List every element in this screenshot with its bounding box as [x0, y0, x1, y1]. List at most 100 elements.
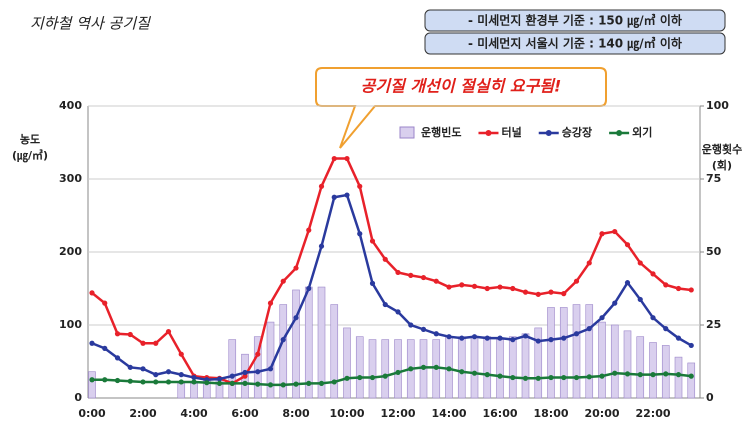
- marker: [663, 326, 669, 332]
- marker: [102, 345, 108, 351]
- marker: [612, 300, 618, 306]
- marker: [216, 380, 223, 386]
- marker: [127, 331, 133, 338]
- marker: [140, 340, 146, 346]
- bar: [521, 333, 530, 399]
- marker: [650, 271, 656, 277]
- marker: [344, 155, 350, 162]
- bar: [457, 336, 466, 399]
- marker: [637, 260, 643, 266]
- bar: [585, 304, 594, 399]
- x-tick-label: 10:00: [329, 407, 364, 420]
- y2-label: 운행횟수: [702, 142, 742, 156]
- legend-label: 운행빈도: [421, 125, 461, 139]
- marker: [650, 315, 656, 321]
- marker: [535, 338, 541, 344]
- y2-tick-label: 50: [706, 245, 722, 258]
- marker: [586, 260, 592, 266]
- bar: [559, 307, 568, 399]
- marker: [306, 380, 312, 386]
- marker: [357, 231, 363, 237]
- marker: [216, 376, 223, 382]
- legend-swatch: [616, 130, 623, 136]
- marker: [89, 377, 95, 383]
- marker: [102, 300, 108, 306]
- marker: [586, 326, 592, 332]
- marker: [548, 337, 554, 343]
- note: - 미세먼지 서울시 기준 : 140 ㎍/㎥ 이하: [468, 36, 682, 52]
- marker: [522, 289, 529, 295]
- marker: [280, 382, 286, 388]
- marker: [433, 278, 439, 284]
- marker: [459, 335, 465, 341]
- marker: [599, 373, 605, 379]
- marker: [267, 382, 274, 388]
- marker: [663, 371, 669, 377]
- marker: [331, 194, 337, 200]
- legend-swatch: [485, 130, 492, 136]
- marker: [229, 373, 235, 379]
- x-tick-label: 12:00: [380, 407, 415, 420]
- marker: [344, 375, 350, 381]
- marker: [165, 379, 172, 385]
- marker: [459, 282, 465, 288]
- marker: [433, 364, 439, 370]
- x-tick-label: 16:00: [482, 407, 517, 420]
- marker: [255, 381, 261, 387]
- y2-tick-label: 100: [706, 99, 729, 112]
- marker: [420, 274, 427, 281]
- bar: [292, 289, 300, 399]
- bar: [649, 342, 657, 399]
- marker: [178, 379, 184, 385]
- marker: [573, 374, 580, 381]
- marker: [280, 278, 286, 284]
- marker: [165, 328, 172, 335]
- marker: [675, 335, 682, 341]
- marker: [471, 334, 478, 340]
- bar: [636, 336, 645, 399]
- x-tick-label: 18:00: [533, 407, 568, 420]
- marker: [688, 373, 694, 379]
- y-tick-label: 0: [74, 391, 82, 404]
- marker: [612, 370, 618, 376]
- marker: [114, 355, 121, 361]
- marker: [586, 374, 592, 380]
- line: [91, 157, 692, 385]
- marker: [561, 374, 567, 381]
- legend-swatch: [399, 126, 415, 139]
- note-box: [424, 32, 726, 55]
- bar: [572, 304, 581, 399]
- marker: [484, 372, 490, 378]
- marker: [688, 342, 694, 349]
- marker: [165, 369, 172, 375]
- marker: [331, 379, 337, 385]
- y-tick-label: 400: [59, 99, 82, 112]
- marker: [153, 372, 159, 378]
- marker: [369, 374, 376, 381]
- bar: [279, 304, 288, 399]
- marker: [267, 366, 274, 372]
- marker: [433, 331, 439, 337]
- marker: [255, 351, 261, 357]
- marker: [318, 243, 325, 249]
- marker: [497, 284, 503, 290]
- marker: [420, 326, 427, 332]
- marker: [242, 380, 248, 386]
- marker: [331, 155, 337, 162]
- marker: [624, 242, 631, 248]
- marker: [561, 291, 567, 297]
- bar: [598, 321, 606, 399]
- chart-title: 지하철 역사 공기질: [30, 15, 151, 33]
- marker: [395, 269, 401, 276]
- marker: [369, 280, 376, 286]
- marker: [548, 289, 554, 295]
- x-tick-label: 0:00: [78, 407, 106, 420]
- marker: [178, 351, 184, 357]
- marker: [675, 285, 682, 292]
- legend-swatch: [545, 130, 552, 136]
- marker: [624, 371, 631, 377]
- callout-box: [315, 67, 607, 149]
- x-tick-label: 6:00: [231, 407, 259, 420]
- marker: [280, 337, 286, 343]
- marker: [395, 309, 401, 315]
